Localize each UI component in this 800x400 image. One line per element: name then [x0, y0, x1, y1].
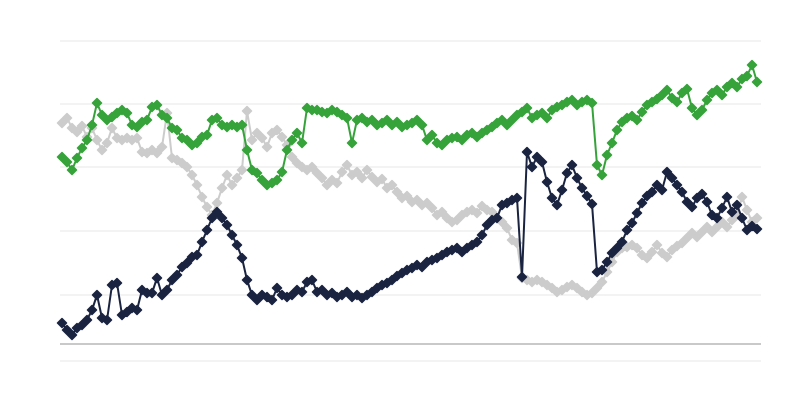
- navy-series-line: [61, 151, 758, 336]
- navy-series-markers: [56, 146, 763, 341]
- green-series-markers: [56, 59, 763, 191]
